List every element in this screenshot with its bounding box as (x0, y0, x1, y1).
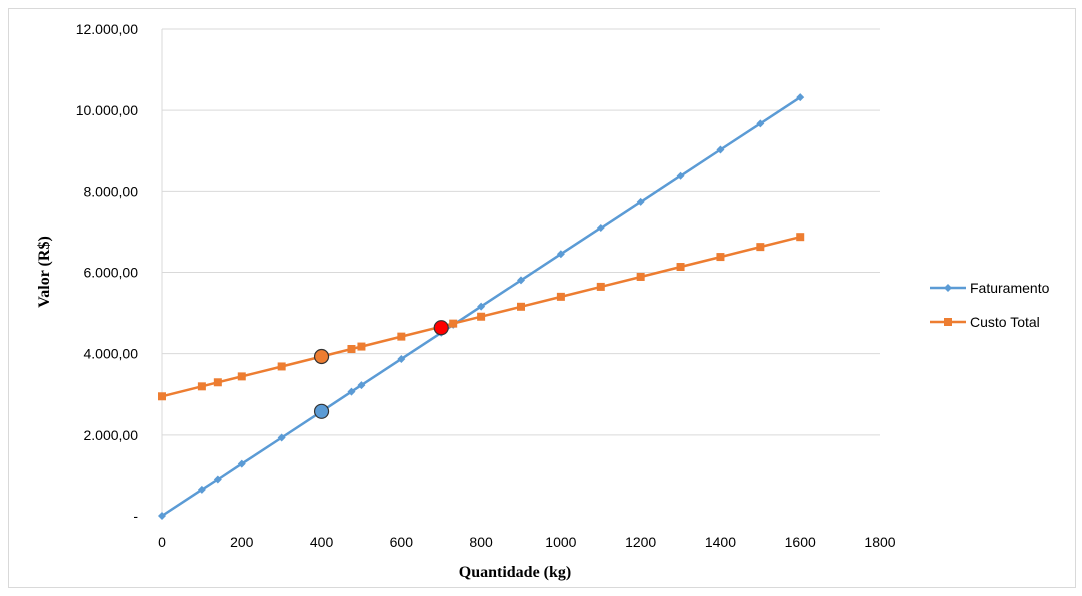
faturamento-point (477, 302, 486, 311)
faturamento-point (676, 171, 685, 180)
custo-total-point (716, 253, 725, 262)
x-tick-label: 200 (230, 534, 254, 550)
legend-custo-total-marker (944, 318, 952, 326)
custo-total-point (676, 263, 685, 272)
x-tick-label: 0 (158, 534, 166, 550)
x-tick-label: 1200 (625, 534, 656, 550)
faturamento-point (716, 145, 725, 154)
custo-total-point (213, 378, 222, 387)
custo-total-point (449, 319, 458, 328)
custo-total-point (556, 292, 565, 301)
faturamento-point (347, 387, 356, 396)
faturamento-point (237, 459, 246, 468)
highlight-point (313, 403, 330, 419)
custo-total-point (397, 332, 406, 341)
chart-frame (8, 8, 1076, 588)
faturamento-point (277, 433, 286, 442)
legend: Faturamento Custo Total (930, 280, 1050, 330)
series-layer (158, 93, 805, 520)
highlight-point (313, 348, 330, 365)
custo-total-point (357, 342, 366, 351)
custo-total-point (158, 392, 166, 401)
custo-total-point (636, 272, 645, 281)
faturamento-point (556, 250, 565, 259)
faturamento-point (517, 276, 525, 285)
faturamento-point (397, 354, 406, 363)
highlight-layer (313, 320, 449, 419)
faturamento-point (756, 119, 765, 128)
legend-faturamento-label: Faturamento (970, 280, 1050, 296)
y-axis-title: Valor (R$) (36, 236, 53, 308)
custo-total-point (197, 382, 206, 391)
y-tick-label: - (133, 508, 138, 524)
custo-total-point (517, 302, 525, 311)
custo-total-point (796, 233, 805, 242)
faturamento-point (213, 475, 222, 484)
y-tick-label: 10.000,00 (76, 102, 138, 118)
custo-total-point (477, 312, 486, 321)
x-tick-label: 800 (469, 534, 493, 550)
faturamento-point (636, 197, 645, 206)
x-tick-label: 600 (390, 534, 414, 550)
legend-custo-total-label: Custo Total (970, 314, 1040, 330)
x-axis-title: Quantidade (kg) (459, 564, 571, 581)
x-tick-label: 1800 (864, 534, 895, 550)
y-tick-label: 2.000,00 (84, 427, 139, 443)
axis-layer: - 2.000,00 4.000,00 6.000,00 8.000,00 10.000,… (76, 21, 896, 550)
x-tick-label: 1000 (545, 534, 576, 550)
custo-total-point (277, 362, 286, 371)
x-tick-label: 1400 (705, 534, 736, 550)
custo-total-point (347, 344, 356, 353)
y-tick-label: 8.000,00 (84, 183, 139, 199)
x-tick-label: 400 (310, 534, 334, 550)
faturamento-point (596, 224, 605, 233)
custo-total-point (237, 372, 246, 381)
faturamento-point (796, 93, 805, 102)
faturamento-point (357, 381, 366, 390)
y-tick-label: 6.000,00 (84, 265, 139, 281)
grid-layer (162, 28, 880, 436)
faturamento-point (197, 485, 206, 494)
faturamento-point (158, 512, 166, 520)
legend-faturamento-marker (944, 284, 952, 292)
highlight-point (433, 320, 449, 336)
x-tick-label: 1600 (785, 534, 816, 550)
y-tick-label: 12.000,00 (76, 21, 138, 37)
custo-total-point (756, 243, 765, 252)
y-tick-label: 4.000,00 (84, 346, 139, 362)
custo-total-point (596, 282, 605, 291)
